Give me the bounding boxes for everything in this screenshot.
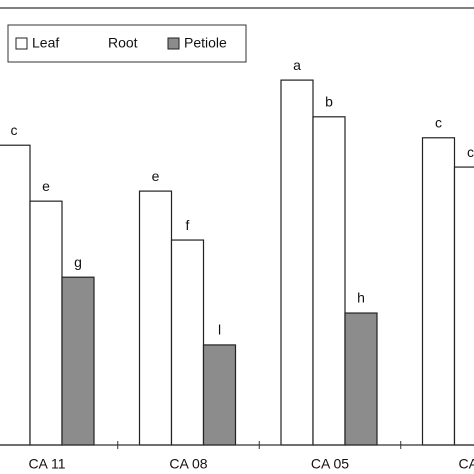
significance-letter: c [435,114,442,130]
x-tick-label: CA 11 [28,456,65,472]
significance-letter: a [293,57,301,73]
significance-letter: e [42,178,50,194]
significance-letter: h [357,290,365,306]
legend-swatch [15,37,28,50]
bar [421,137,456,446]
bar [312,116,346,446]
bar [453,166,474,446]
bar [0,144,31,446]
x-tick-label: CA [459,456,474,472]
legend-label: Root [108,35,138,51]
significance-letter: c [467,144,474,160]
bar [280,79,314,446]
significance-letter: c [11,122,18,138]
legend-swatch [92,38,103,49]
significance-letter: f [186,217,190,233]
bar [29,200,63,446]
significance-letter: b [325,94,333,110]
significance-letter: e [152,168,160,184]
significance-letter: g [74,254,82,270]
bar [170,239,205,446]
legend-box [7,24,247,63]
bar [344,312,378,446]
x-tick-label: CA 08 [169,456,207,472]
x-tick-label: CA 05 [311,456,349,472]
bar [61,276,95,446]
legend-label: Leaf [32,35,59,51]
bar [202,344,237,446]
significance-letter: l [218,322,221,338]
legend-label: Petiole [184,35,227,51]
legend-swatch [167,37,180,50]
bar [138,190,173,446]
